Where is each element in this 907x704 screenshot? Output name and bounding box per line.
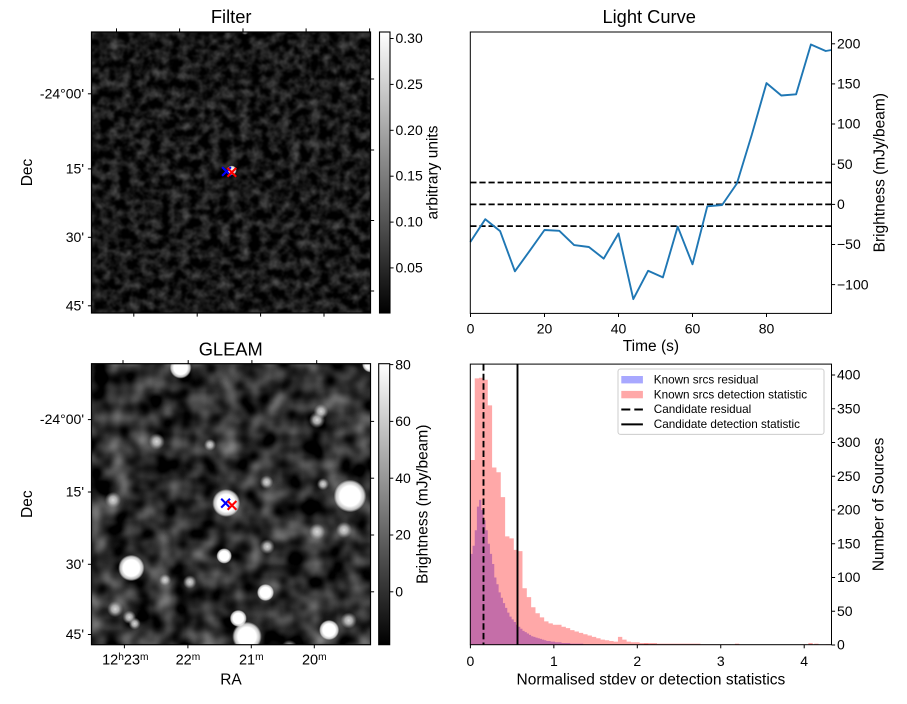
svg-text:0: 0 xyxy=(467,320,475,336)
svg-text:Dec: Dec xyxy=(19,490,36,518)
svg-text:Candidate residual: Candidate residual xyxy=(654,403,751,416)
svg-text:21m: 21m xyxy=(239,652,264,668)
svg-text:45': 45' xyxy=(66,626,84,642)
svg-text:Normalised stdev or detection: Normalised stdev or detection statistics xyxy=(517,671,786,688)
svg-text:20: 20 xyxy=(395,527,411,543)
svg-text:4: 4 xyxy=(800,653,808,669)
svg-text:0.10: 0.10 xyxy=(396,214,423,230)
svg-text:0.25: 0.25 xyxy=(396,76,423,92)
svg-text:-24°00': -24°00' xyxy=(40,85,84,101)
svg-text:0: 0 xyxy=(467,653,475,669)
svg-text:0.15: 0.15 xyxy=(396,168,423,184)
svg-text:300: 300 xyxy=(837,434,861,450)
svg-text:0.20: 0.20 xyxy=(396,122,423,138)
svg-text:Known srcs residual: Known srcs residual xyxy=(654,373,759,386)
svg-text:40: 40 xyxy=(395,470,411,486)
svg-text:0: 0 xyxy=(837,637,845,653)
svg-text:50: 50 xyxy=(837,603,853,619)
svg-text:arbitrary units: arbitrary units xyxy=(425,125,442,219)
svg-text:0.05: 0.05 xyxy=(396,259,423,275)
svg-text:1: 1 xyxy=(550,653,558,669)
svg-text:250: 250 xyxy=(837,468,861,484)
svg-text:350: 350 xyxy=(837,400,861,416)
svg-text:60: 60 xyxy=(395,413,411,429)
svg-text:0.30: 0.30 xyxy=(396,30,423,46)
svg-text:15': 15' xyxy=(66,484,84,500)
svg-text:40: 40 xyxy=(611,320,627,336)
svg-text:20: 20 xyxy=(537,320,553,336)
svg-text:Dec: Dec xyxy=(19,158,36,186)
svg-text:30': 30' xyxy=(66,556,84,572)
svg-text:Known srcs detection statistic: Known srcs detection statistic xyxy=(654,388,807,401)
svg-text:100: 100 xyxy=(837,569,861,585)
svg-text:12h23m: 12h23m xyxy=(102,652,148,668)
svg-text:Time (s): Time (s) xyxy=(623,338,679,355)
svg-text:Candidate detection statistic: Candidate detection statistic xyxy=(654,418,800,431)
svg-text:15': 15' xyxy=(66,160,84,176)
svg-text:Brightness (mJy/beam): Brightness (mJy/beam) xyxy=(415,425,432,584)
svg-text:150: 150 xyxy=(837,76,861,92)
svg-text:200: 200 xyxy=(837,36,861,52)
svg-text:−100: −100 xyxy=(837,276,869,292)
svg-text:Filter: Filter xyxy=(211,6,252,27)
svg-text:30': 30' xyxy=(66,229,84,245)
svg-text:50: 50 xyxy=(837,156,853,172)
svg-text:60: 60 xyxy=(685,320,701,336)
svg-text:200: 200 xyxy=(837,502,861,518)
svg-text:−50: −50 xyxy=(837,236,861,252)
svg-text:400: 400 xyxy=(837,367,861,383)
svg-text:Light Curve: Light Curve xyxy=(602,6,696,27)
svg-text:GLEAM: GLEAM xyxy=(199,339,263,360)
svg-text:80: 80 xyxy=(395,356,411,372)
svg-text:80: 80 xyxy=(759,320,775,336)
svg-text:20m: 20m xyxy=(302,652,327,668)
svg-text:RA: RA xyxy=(220,671,242,688)
svg-text:150: 150 xyxy=(837,535,861,551)
svg-text:0: 0 xyxy=(395,584,403,600)
svg-text:Brightness (mJy/beam): Brightness (mJy/beam) xyxy=(872,93,889,252)
svg-text:-24°00': -24°00' xyxy=(40,411,84,427)
svg-text:Number of Sources: Number of Sources xyxy=(871,437,888,571)
svg-text:45': 45' xyxy=(66,297,84,313)
svg-text:0: 0 xyxy=(837,196,845,212)
svg-text:2: 2 xyxy=(633,653,641,669)
svg-text:22m: 22m xyxy=(176,652,201,668)
svg-text:3: 3 xyxy=(717,653,725,669)
svg-text:100: 100 xyxy=(837,116,861,132)
